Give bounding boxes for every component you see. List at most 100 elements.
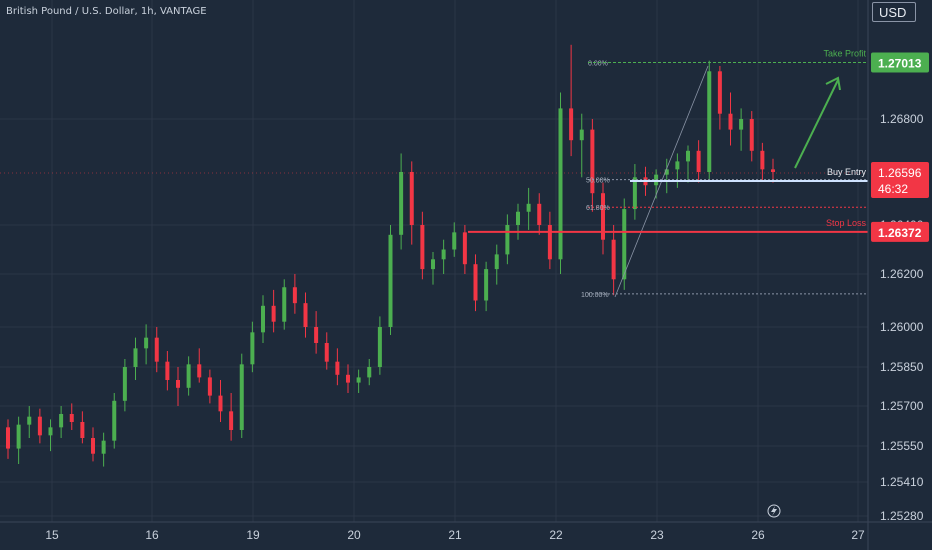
candle-body bbox=[569, 108, 574, 141]
candle-body bbox=[377, 327, 382, 367]
y-tick-label: 1.25850 bbox=[880, 360, 924, 374]
candle-body bbox=[388, 234, 393, 327]
candle-body bbox=[154, 337, 159, 362]
stop-loss-price-tag bbox=[871, 221, 929, 242]
candle-body bbox=[218, 395, 223, 412]
candle-body bbox=[516, 211, 520, 225]
candle-body bbox=[601, 193, 605, 240]
lightning-icon[interactable] bbox=[767, 504, 781, 518]
candle-body bbox=[696, 150, 701, 172]
candle-body bbox=[271, 305, 276, 322]
candle-body bbox=[59, 414, 64, 428]
candle-body bbox=[207, 377, 212, 396]
candle-body bbox=[409, 172, 414, 225]
candle-body bbox=[80, 422, 85, 438]
x-tick-label: 26 bbox=[751, 528, 765, 542]
candle-body bbox=[122, 367, 127, 401]
candle-body bbox=[526, 203, 531, 212]
candle-body bbox=[717, 71, 722, 114]
candle-body bbox=[101, 440, 106, 454]
candle-body bbox=[335, 361, 340, 375]
candle-body bbox=[399, 172, 404, 235]
candle-body bbox=[261, 305, 265, 333]
candle-body bbox=[69, 414, 74, 422]
candle-body bbox=[197, 364, 202, 378]
x-tick-label: 19 bbox=[246, 528, 260, 542]
candle-body bbox=[48, 427, 53, 436]
candle-body bbox=[579, 129, 584, 141]
fib-level-label: 100.00% bbox=[581, 292, 609, 299]
candle-body bbox=[431, 259, 435, 270]
candle-body bbox=[462, 232, 467, 265]
candle-body bbox=[314, 327, 319, 343]
candle-body bbox=[186, 364, 191, 388]
x-tick-label: 16 bbox=[145, 528, 159, 542]
currency-selector[interactable]: USD bbox=[872, 2, 916, 22]
candle-body bbox=[133, 348, 138, 367]
candle-body bbox=[441, 249, 446, 260]
candle-body bbox=[324, 343, 329, 362]
candle-body bbox=[505, 225, 510, 255]
candle-body bbox=[675, 161, 680, 170]
candle-body bbox=[37, 416, 42, 436]
y-tick-label: 1.26200 bbox=[880, 267, 924, 281]
x-tick-label: 23 bbox=[650, 528, 664, 542]
stop-loss-price: 1.26372 bbox=[878, 226, 922, 240]
x-tick-label: 21 bbox=[448, 528, 462, 542]
candle-body bbox=[707, 71, 712, 172]
candle-body bbox=[760, 150, 765, 170]
y-tick-label: 1.26000 bbox=[880, 320, 924, 334]
candle-body bbox=[91, 438, 95, 454]
current-price-tag bbox=[871, 162, 929, 198]
candle-body bbox=[728, 113, 733, 130]
y-tick-label: 1.26800 bbox=[880, 112, 924, 126]
candle-body bbox=[632, 177, 637, 210]
candle-body bbox=[686, 150, 690, 162]
candle-body bbox=[144, 337, 149, 349]
candle-body bbox=[622, 209, 627, 280]
fib-level-label: 61.80% bbox=[586, 205, 610, 212]
fib-level-label: 0.00% bbox=[588, 61, 608, 68]
arrow-head-icon bbox=[825, 76, 841, 91]
x-tick-label: 15 bbox=[45, 528, 59, 542]
projection-arrow bbox=[794, 79, 839, 169]
candle-body bbox=[473, 264, 478, 301]
candle-countdown: 46:32 bbox=[878, 182, 908, 196]
take-profit-price-tag bbox=[871, 52, 929, 73]
y-tick-label: 1.25280 bbox=[880, 509, 924, 523]
candle-body bbox=[165, 361, 170, 380]
candle-body bbox=[771, 169, 775, 172]
candle-body bbox=[547, 225, 552, 260]
candle-body bbox=[292, 287, 297, 304]
take-profit-label: Take Profit bbox=[823, 49, 866, 59]
candle-body bbox=[16, 424, 21, 449]
candle-body bbox=[239, 364, 244, 430]
candle-body bbox=[229, 411, 234, 430]
y-tick-label: 1.25700 bbox=[880, 399, 924, 413]
symbol-title: British Pound / U.S. Dollar, 1h, VANTAGE bbox=[6, 6, 207, 17]
candle-body bbox=[664, 169, 669, 175]
candle-body bbox=[749, 119, 754, 151]
candle-body bbox=[484, 269, 489, 301]
candle-body bbox=[112, 400, 117, 441]
candle-body bbox=[739, 119, 744, 130]
x-tick-label: 27 bbox=[851, 528, 865, 542]
candle-body bbox=[611, 239, 616, 280]
y-tick-label: 1.25550 bbox=[880, 439, 924, 453]
take-profit-price: 1.27013 bbox=[878, 57, 922, 71]
candle-body bbox=[367, 367, 372, 378]
candle-body bbox=[590, 129, 595, 194]
y-tick-label: 1.25410 bbox=[880, 475, 924, 489]
candle-body bbox=[250, 332, 255, 365]
lightning-icon-glyph bbox=[771, 506, 777, 516]
stop-loss-label: Stop Loss bbox=[826, 218, 867, 228]
candle-body bbox=[420, 225, 425, 270]
candle-body bbox=[452, 232, 457, 250]
buy-entry-price: 1.26596 bbox=[878, 166, 922, 180]
x-tick-label: 22 bbox=[549, 528, 563, 542]
price-axis[interactable] bbox=[868, 0, 932, 550]
candle-body bbox=[176, 380, 180, 388]
candle-body bbox=[346, 374, 350, 383]
